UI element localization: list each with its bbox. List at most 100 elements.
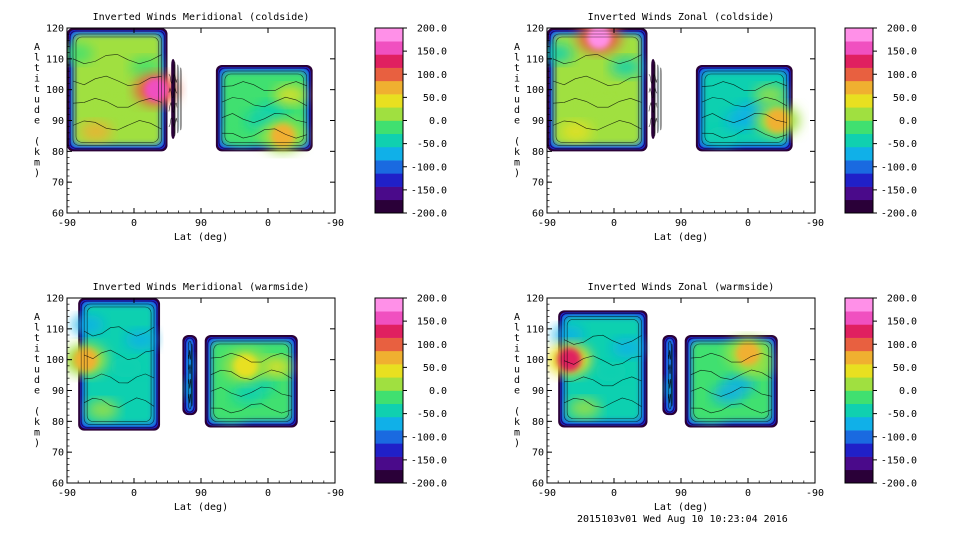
y-axis-label-char: m [34,158,40,169]
colorbar-tick-label: -100.0 [881,162,917,173]
contour-line [221,112,307,124]
colorbar-tick-label: 100.0 [887,70,917,81]
y-tick-label: 80 [532,417,544,428]
y-tick-label: 110 [46,54,64,65]
y-axis-label-char: ( [34,137,40,148]
contour-line [693,343,770,419]
contour-line [168,117,178,129]
y-axis-label-char: l [34,53,40,64]
y-axis-label-char: ) [34,168,40,179]
contour-line [690,340,773,422]
colorbar-tick-label: 0.0 [899,386,917,397]
x-tick-label: 0 [265,488,271,499]
colorbar-swatch [375,390,403,405]
colorbar-swatch [845,186,873,201]
x-axis-label: Lat (deg) [654,502,708,513]
contour-line [552,33,642,146]
y-tick-label: 110 [46,324,64,335]
contour-blob [711,384,744,405]
colorbar-tick-label: -50.0 [887,139,917,150]
contour-blob [552,324,585,345]
y-tick-label: 100 [526,85,544,96]
colorbar-swatch [845,430,873,444]
colorbar-tick-label: 100.0 [417,340,447,351]
contour-region [67,28,179,152]
contour-line [213,343,290,419]
colorbar-tick-label: 0.0 [899,116,917,127]
colorbar: 200.0 150.0 100.0 50.0 0.0 -50.0 -100.0 -150.0 -… [844,24,917,220]
colorbar-tick-label: 200.0 [417,294,447,305]
contour-line [86,306,152,422]
y-tick-label: 60 [52,479,64,490]
contour-region [645,58,662,140]
contour-line [84,326,155,337]
y-axis-label-char: ( [514,137,520,148]
contour-blob [214,402,247,423]
colorbar-swatch [845,107,873,121]
colorbar-swatch [845,54,873,68]
panel-2: Inverted Winds Zonal (coldside) 120 110 100… [514,12,917,243]
colorbar-swatch [845,377,873,391]
colorbar-tick-label: 50.0 [423,363,447,374]
colorbar-swatch [375,120,403,135]
colorbar-tick-label: 0.0 [429,116,447,127]
colorbar-swatch [375,160,403,174]
colorbar-tick-label: -150.0 [411,455,447,466]
contour-blob [79,121,112,142]
contour-line [704,73,784,143]
y-tick-label: 90 [532,386,544,397]
y-tick-label: 100 [526,355,544,366]
contour-region [165,58,182,140]
contour-line [72,33,162,146]
contour-blob [274,85,307,106]
panel-3: Inverted Winds Meridional (warmside) 120 1… [34,282,447,513]
y-axis-label-char: l [514,53,520,64]
colorbar-swatch [375,324,403,338]
contour-line [188,393,192,404]
contour-line [72,54,162,65]
y-tick-label: 110 [526,324,544,335]
contour-area [67,298,298,431]
colorbar-tick-label: -150.0 [881,185,917,196]
y-axis-label-char: e [34,386,40,397]
colorbar-swatch [845,456,873,471]
contour-blob [655,79,658,100]
y-axis-label-char: A [34,312,40,323]
x-axis-label: Lat (deg) [174,502,228,513]
contour-line [665,337,675,413]
y-axis-label-char: m [514,428,520,439]
y-axis-label-char: ) [514,438,520,449]
x-tick-label: -90 [58,218,76,229]
y-axis-label-char: A [34,42,40,53]
colorbar-swatch [845,311,873,325]
contour-blob [706,126,739,147]
colorbar-swatch [845,120,873,135]
colorbar-tick-label: 100.0 [887,340,917,351]
colorbar-tick-label: 150.0 [417,317,447,328]
colorbar-swatch [845,469,873,484]
y-axis-label-char: t [34,354,40,365]
y-axis-label-char: t [34,84,40,95]
colorbar-swatch [845,80,873,95]
contour-line [168,87,178,98]
y-tick-label: 80 [532,147,544,158]
contour-blob [559,121,592,142]
colorbar-swatch [845,403,873,418]
x-tick-label: 0 [265,218,271,229]
contour-line [176,64,179,134]
contour-line [668,393,672,404]
contour-area [547,28,800,152]
peak-core [557,347,582,372]
peak-core [587,28,612,50]
colorbar-swatch [375,54,403,68]
contour-line [224,73,304,143]
y-axis-label-char: u [34,365,40,376]
contour-line [210,340,293,422]
y-tick-label: 70 [52,448,64,459]
contour-region [547,28,648,152]
colorbar-swatch [845,67,873,82]
colorbar-tick-label: -150.0 [411,185,447,196]
contour-line [671,343,673,407]
colorbar-tick-label: 100.0 [417,70,447,81]
contour-line [72,97,162,108]
